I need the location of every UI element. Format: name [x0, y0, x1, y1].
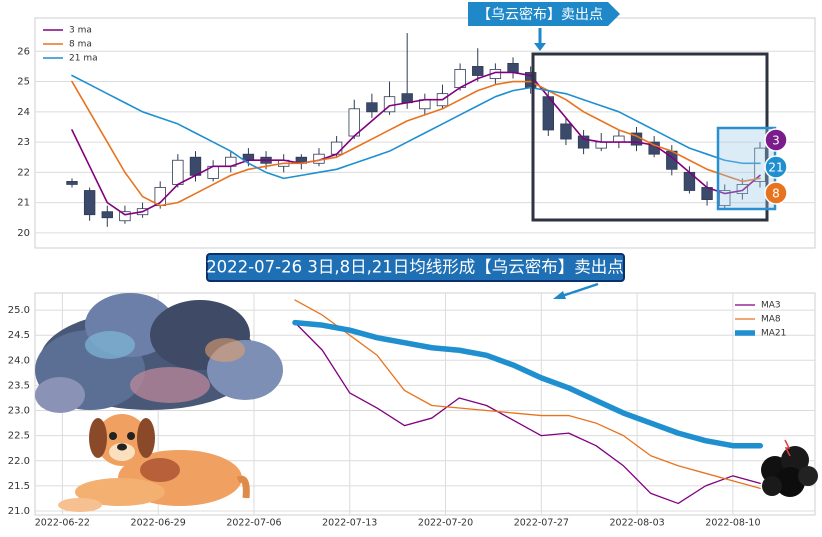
- y-tick-label: 24.5: [8, 330, 30, 341]
- x-tick-label: 2022-07-27: [514, 518, 569, 529]
- y-tick-label: 24: [17, 107, 30, 118]
- candle-body: [83, 190, 96, 216]
- arrow: [561, 282, 599, 298]
- y-tick-label: 20: [17, 228, 30, 239]
- candle-body: [330, 141, 343, 155]
- dog-illustration: [58, 414, 250, 512]
- candle-body: [101, 211, 113, 219]
- line: [71, 80, 761, 207]
- y-tick-label: 23.0: [8, 406, 30, 417]
- x-tick-label: 2022-08-03: [609, 518, 664, 529]
- candle-body: [172, 159, 184, 185]
- annotation-box: [206, 253, 625, 282]
- cloud-illustration: [35, 293, 283, 413]
- legend-label: 3 ma: [69, 26, 92, 36]
- badge-label: 3: [772, 134, 780, 148]
- y-tick-label: 23: [17, 137, 30, 148]
- legend-label: 21 ma: [69, 54, 98, 64]
- y-tick-label: 22: [17, 167, 30, 178]
- candle-body: [366, 102, 378, 113]
- storm-cloud-illustration: [761, 439, 818, 497]
- x-tick-label: 2022-08-10: [705, 518, 760, 529]
- candle-body: [736, 184, 749, 194]
- candle-body: [613, 135, 625, 143]
- candle-body: [577, 135, 590, 149]
- badge: [764, 181, 788, 205]
- candle-body: [242, 153, 255, 161]
- annotation: 2022-07-26 3日,8日,21日均线形成【乌云密布】卖出点: [206, 258, 624, 277]
- candle-body: [472, 66, 484, 76]
- y-tick-label: 22.0: [8, 456, 30, 467]
- y-tick-label: 26: [17, 46, 30, 57]
- x-tick-label: 2022-07-06: [226, 518, 281, 529]
- arrow-head: [553, 291, 566, 299]
- line: [71, 74, 761, 180]
- badge-label: 8: [772, 187, 780, 201]
- line: [294, 321, 761, 505]
- y-tick-label: 25.0: [8, 305, 30, 316]
- y-tick-label: 24.0: [8, 355, 30, 366]
- badge-label: 21: [768, 161, 783, 175]
- candle-body: [66, 181, 78, 185]
- top-plot: 20 21 22 23 24 25 26 3 ma 8 ma 21 ma: [17, 17, 816, 249]
- x-tick-label: 2022-07-13: [322, 518, 377, 529]
- annotation-box: [468, 2, 620, 26]
- line: [71, 71, 761, 216]
- candle-body: [560, 123, 572, 140]
- legend-label: 8 ma: [69, 40, 92, 50]
- y-tick-label: 23.5: [8, 380, 30, 391]
- badge: [764, 128, 788, 152]
- candle-body: [507, 62, 519, 73]
- legend-label: MA8: [761, 315, 781, 325]
- x-tick-label: 2022-07-20: [418, 518, 473, 529]
- y-tick-label: 22.5: [8, 431, 30, 442]
- y-tick-label: 21: [17, 198, 30, 209]
- y-tick-label: 21.0: [8, 506, 30, 517]
- arrow-head: [534, 43, 546, 51]
- y-tick-label: 25: [17, 77, 30, 88]
- candle-body: [119, 211, 131, 222]
- y-tick-label: 21.5: [8, 481, 30, 492]
- x-tick-label: 2022-06-22: [35, 518, 90, 529]
- legend-label: MA21: [761, 329, 786, 339]
- x-tick-label: 2022-06-29: [131, 518, 186, 529]
- line: [292, 319, 764, 449]
- badge: [764, 155, 788, 179]
- candle-body: [719, 190, 731, 207]
- candle-body: [595, 141, 607, 149]
- line: [294, 299, 761, 490]
- legend-label: MA3: [761, 301, 781, 311]
- annotation: 【乌云密布】卖出点: [477, 6, 603, 23]
